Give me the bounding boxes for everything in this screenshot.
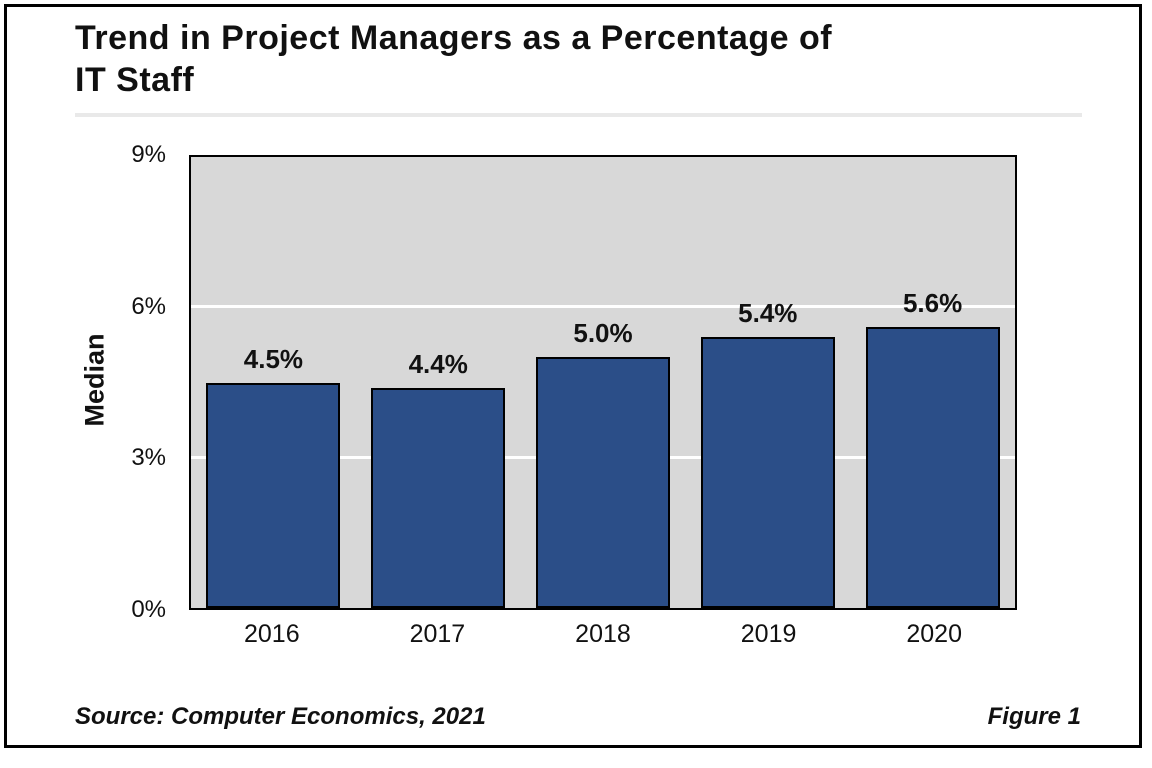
figure-number: Figure 1 bbox=[987, 703, 1081, 730]
bar bbox=[371, 387, 506, 608]
bar bbox=[865, 327, 1000, 608]
chart-title: Trend in Project Managers as a Percentag… bbox=[75, 17, 1035, 101]
x-tick-label: 2018 bbox=[575, 620, 631, 648]
figure-frame: Trend in Project Managers as a Percentag… bbox=[4, 4, 1142, 748]
plot-area: 4.5% 4.4% 5.0% 5.4% 5.6% bbox=[189, 155, 1017, 610]
y-tick-label: 9% bbox=[131, 141, 166, 168]
bar-value-label: 5.6% bbox=[902, 288, 963, 319]
x-tick-label: 2020 bbox=[906, 620, 962, 648]
bar-slot: 4.4% bbox=[356, 157, 521, 608]
title-divider bbox=[75, 113, 1082, 117]
figure-footer: Source: Computer Economics, 2021 Figure … bbox=[7, 701, 1139, 733]
bar-series: 4.5% 4.4% 5.0% 5.4% 5.6% bbox=[191, 157, 1015, 608]
bar-value-label: 4.4% bbox=[408, 348, 468, 379]
gridline bbox=[191, 305, 1015, 309]
bar-slot: 5.4% bbox=[685, 157, 850, 608]
x-axis-labels: 2016 2017 2018 2019 2020 bbox=[189, 620, 1017, 649]
chart-title-line1: Trend in Project Managers as a Percentag… bbox=[75, 19, 833, 57]
bar-slot: 5.0% bbox=[521, 157, 686, 608]
source-note: Source: Computer Economics, 2021 bbox=[75, 703, 486, 730]
x-tick-label: 2016 bbox=[243, 620, 300, 648]
y-tick-label: 6% bbox=[131, 292, 166, 320]
bar-value-label: 4.5% bbox=[243, 343, 304, 374]
bar bbox=[206, 382, 341, 608]
y-axis-ticks: 0% 3% 6% 9% bbox=[60, 141, 166, 623]
y-tick-label: 3% bbox=[131, 444, 166, 472]
bar bbox=[535, 357, 670, 608]
bar bbox=[700, 337, 835, 608]
bar-value-label: 5.4% bbox=[738, 298, 798, 329]
x-tick-label: 2017 bbox=[409, 620, 466, 648]
x-tick-label: 2019 bbox=[740, 620, 797, 648]
chart-title-line2: IT Staff bbox=[75, 61, 195, 99]
bar-value-label: 5.0% bbox=[573, 318, 633, 349]
bar-slot: 4.5% bbox=[191, 157, 356, 608]
bar-slot: 5.6% bbox=[850, 157, 1015, 608]
y-tick-label: 0% bbox=[131, 596, 166, 623]
